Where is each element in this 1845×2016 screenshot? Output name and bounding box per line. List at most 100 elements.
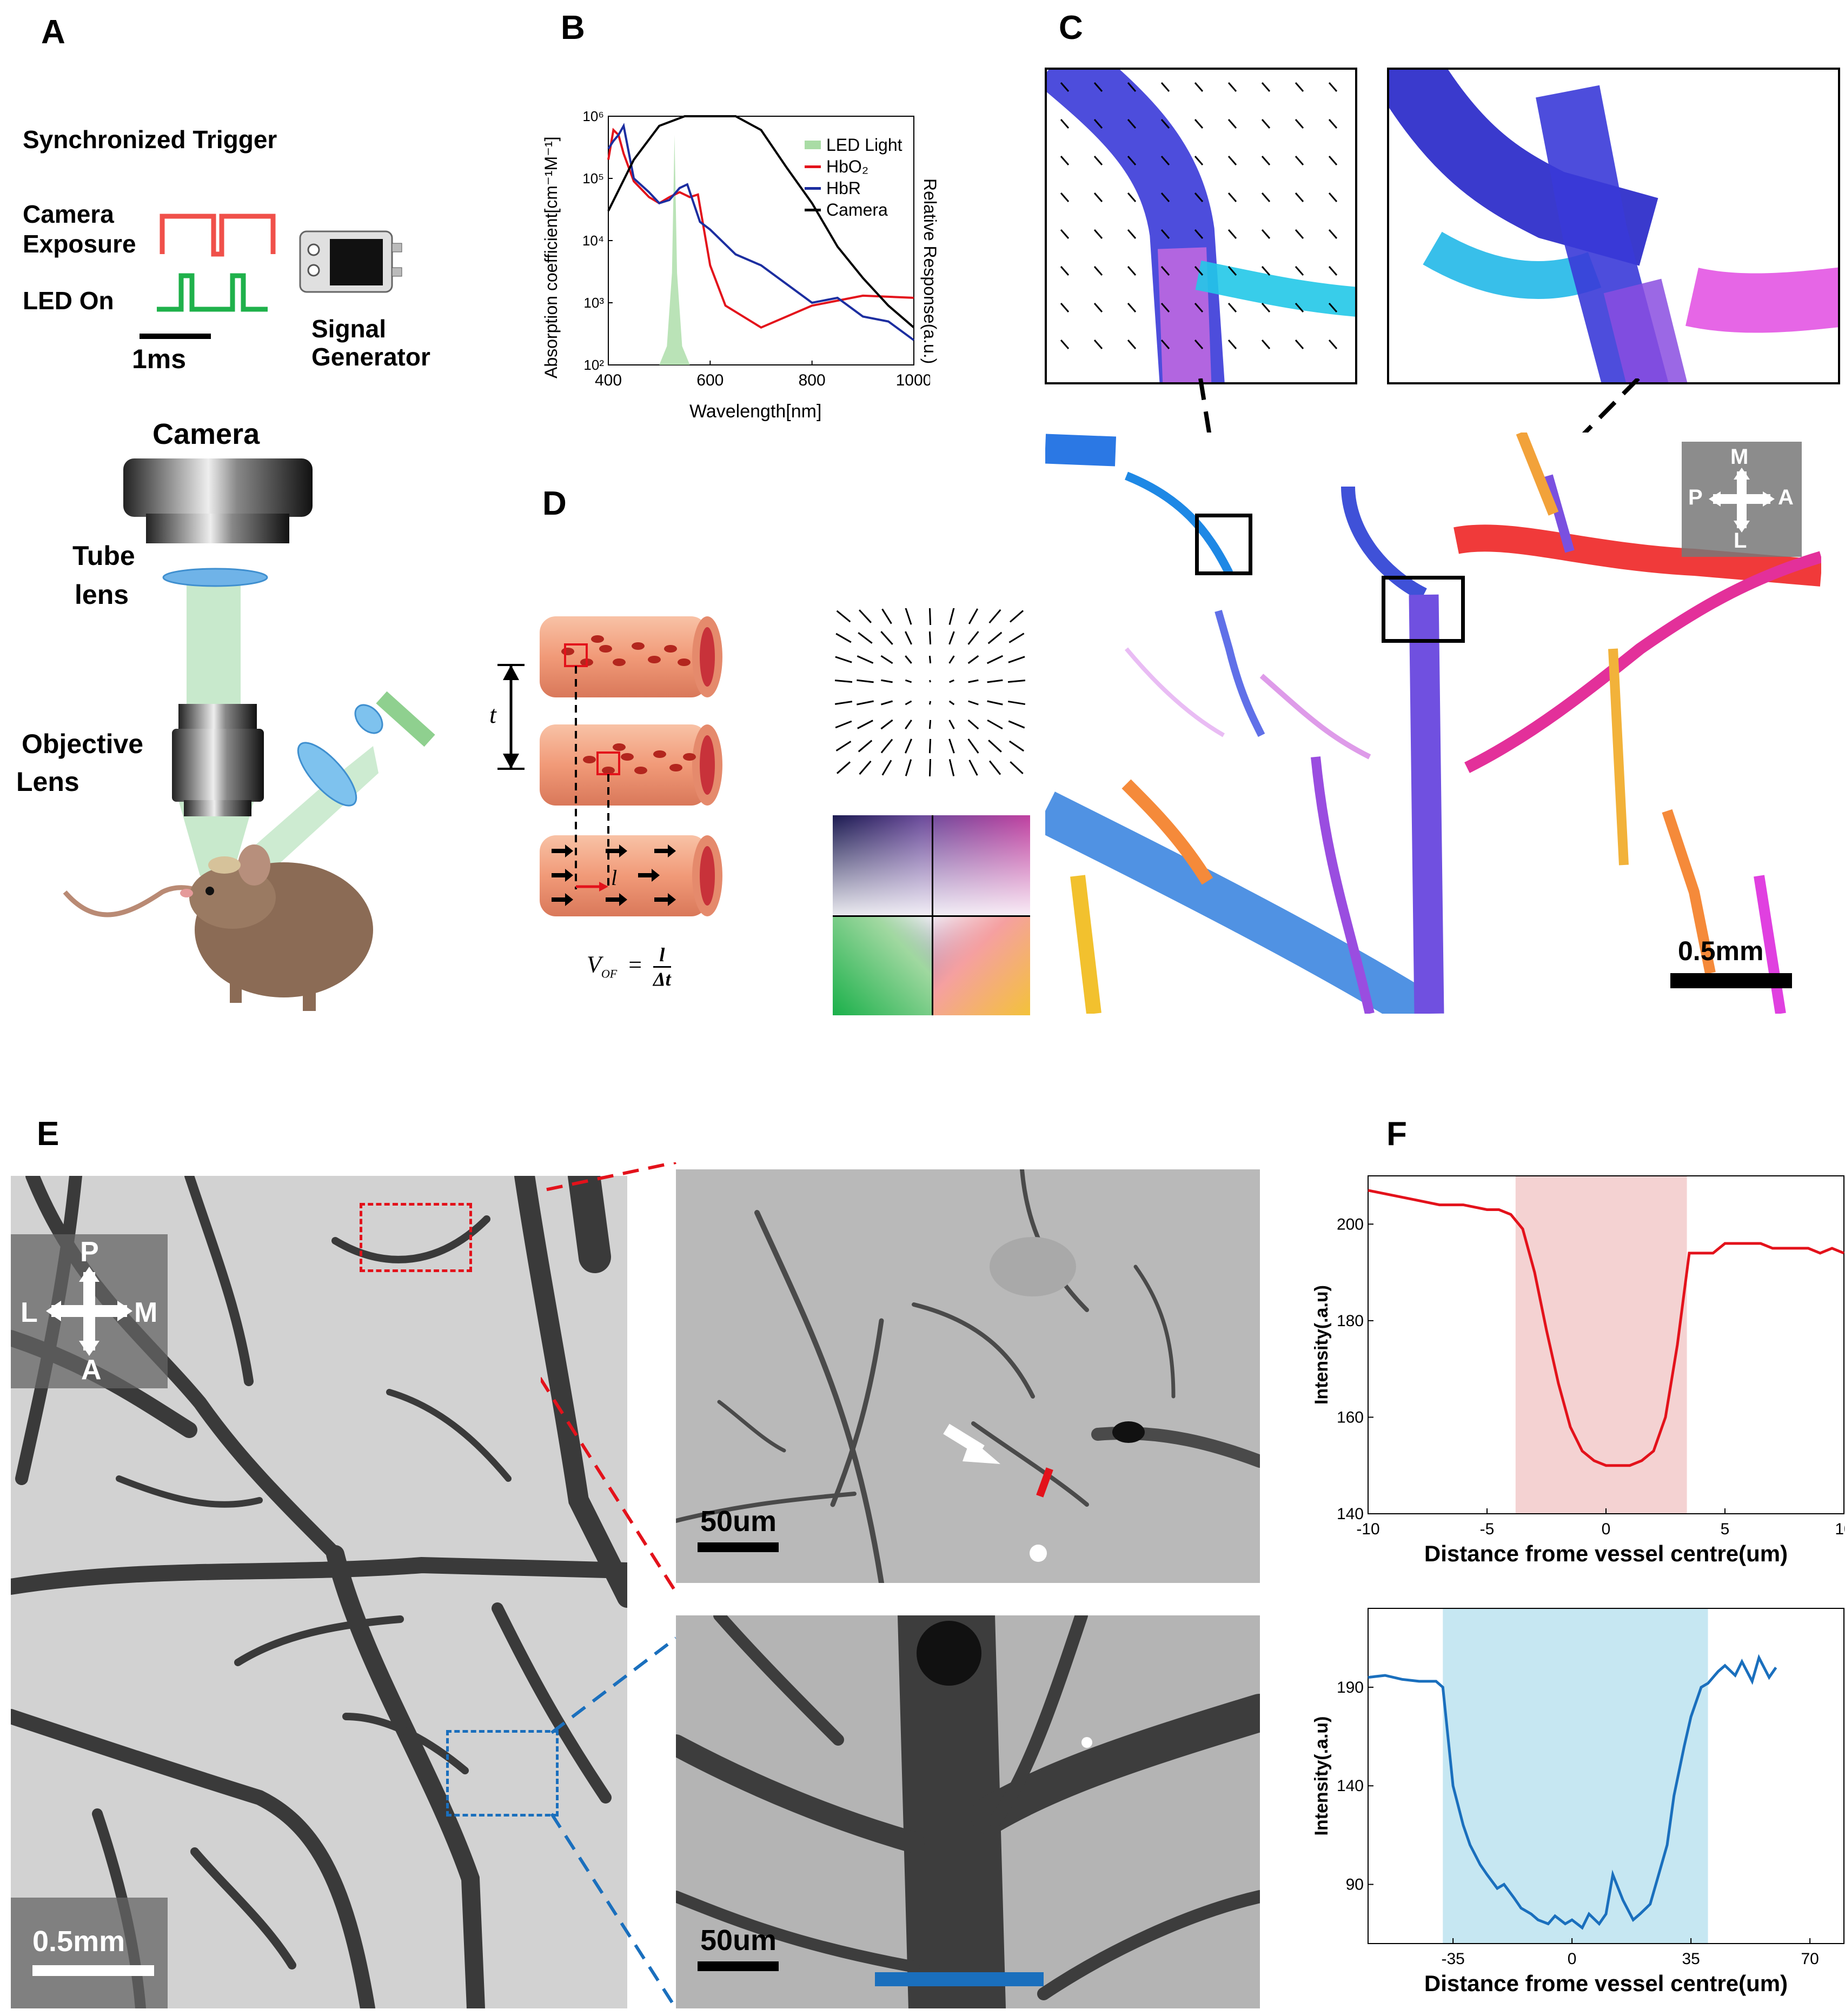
flow-vector <box>1295 303 1304 312</box>
flow-vector <box>1261 266 1271 276</box>
scale-1ms-label: 1ms <box>132 344 187 374</box>
flow-vector <box>1127 266 1137 276</box>
legend-camera: Camera <box>826 200 888 219</box>
vector-arrow <box>905 655 912 664</box>
xlabel-f-top: Distance frome vessel centre(um) <box>1424 1541 1788 1566</box>
flow-vector <box>1127 156 1137 165</box>
x-tick-label-b: 1000 <box>896 371 930 389</box>
ylabel-f-top: Intensity(.a.u) <box>1311 1285 1332 1405</box>
vector-arrow <box>857 700 874 706</box>
panel-b-ylabel-right: Relative Response(a.u.) <box>920 178 940 364</box>
vector-arrow <box>948 700 955 706</box>
series-line-3 <box>607 115 915 329</box>
legend-swatch-hbo2 <box>805 165 821 168</box>
vector-arrow <box>948 608 955 625</box>
vector-arrow <box>948 655 955 664</box>
legend-hbo2: HbO₂ <box>826 157 869 176</box>
measurement-line-blue <box>875 1972 1044 1986</box>
y-tick-label-b: 10² <box>583 357 604 373</box>
vector-arrow <box>987 631 1003 644</box>
panel-b-xlabel: Wavelength[nm] <box>689 401 822 422</box>
tube-lens-label-1: Tube <box>72 541 135 571</box>
flow-vector <box>1060 303 1070 312</box>
vector-arrow <box>904 738 913 754</box>
orient-e-left: L <box>21 1297 38 1328</box>
flow-vector <box>1093 82 1103 92</box>
vector-arrow <box>905 720 912 729</box>
flow-vector <box>1328 303 1338 312</box>
flow-vector <box>1328 266 1338 276</box>
panel-label-d: D <box>542 485 567 522</box>
vector-arrow <box>948 631 955 645</box>
flow-vector <box>1328 156 1338 165</box>
y-tick-label-f-top: 200 <box>1337 1215 1364 1233</box>
eq-lhs: V <box>587 951 601 978</box>
flow-vector <box>1160 82 1170 92</box>
x-tick-label-b: 600 <box>696 371 724 389</box>
vector-arrow <box>857 679 874 683</box>
flow-vector <box>1127 192 1137 202</box>
flow-vector <box>1227 156 1237 165</box>
flow-vector <box>1160 119 1170 129</box>
vector-arrow <box>836 761 851 774</box>
flow-vector <box>1060 340 1070 349</box>
ylabel-f-bottom: Intensity(.a.u) <box>1311 1716 1332 1835</box>
vector-arrow <box>968 700 979 706</box>
vector-arrow <box>859 609 872 623</box>
signal-generator-label-1: Signal <box>311 315 387 343</box>
vector-arrow <box>968 608 979 624</box>
orient-c-top: M <box>1730 445 1749 469</box>
scale-label-inset1: 50um <box>700 1505 777 1538</box>
xlabel-f-bottom: Distance frome vessel centre(um) <box>1424 1971 1788 1996</box>
camera-icon <box>123 458 313 543</box>
panel-a-diagram <box>63 214 435 1011</box>
flow-vector <box>1227 229 1237 239</box>
scale-label-inset2: 50um <box>700 1924 777 1957</box>
flow-vector <box>1295 156 1304 165</box>
vector-arrow <box>948 759 955 776</box>
vector-arrow <box>967 655 979 664</box>
y-tick-label-f-bottom: 190 <box>1337 1679 1364 1696</box>
inset-roi-red <box>360 1203 472 1272</box>
mouse-icon <box>63 844 373 1011</box>
y-tick-label-b: 10⁶ <box>582 108 604 124</box>
roi-box-right <box>1382 576 1465 643</box>
y-tick-label-f-top: 180 <box>1337 1312 1364 1330</box>
x-tick-label-f-top: -10 <box>1356 1520 1379 1538</box>
flow-vector <box>1160 229 1170 239</box>
panel-label-a: A <box>41 14 65 51</box>
vector-arrow <box>1009 610 1024 623</box>
flow-vector <box>1060 119 1070 129</box>
vector-arrow <box>967 719 979 730</box>
vector-arrow <box>858 740 873 753</box>
vector-arrow <box>835 720 852 729</box>
inset-venule-image: 50um <box>676 1615 1260 2008</box>
y-tick-label-f-bottom: 90 <box>1346 1876 1364 1894</box>
panel-label-b: B <box>561 9 585 46</box>
vector-arrow <box>988 609 1001 624</box>
flow-vector <box>1194 119 1204 129</box>
legend-led: LED Light <box>826 135 902 155</box>
vector-arrow <box>881 760 892 776</box>
vector-arrow <box>880 700 893 706</box>
camera-label: Camera <box>152 418 260 450</box>
vector-arrow <box>858 632 873 644</box>
flow-vector <box>1194 303 1204 312</box>
compass-arrows-e-icon <box>46 1267 132 1356</box>
panel-d-diagram <box>497 616 722 916</box>
series-line-f-bottom <box>1368 1654 1777 1930</box>
vector-arrow <box>968 679 979 683</box>
objective-lens-label-1: Objective <box>22 729 144 759</box>
flow-vector <box>1093 156 1103 165</box>
legend-swatch-led <box>805 141 821 149</box>
vector-arrow <box>1007 700 1026 706</box>
flow-vector <box>1060 156 1070 165</box>
flow-vector <box>1060 266 1070 276</box>
tube-lens-icon <box>162 568 268 587</box>
flow-vector <box>1328 192 1338 202</box>
flow-vector <box>1160 303 1170 312</box>
flow-vector <box>1127 119 1137 129</box>
cortex-vasculature-image: P L M A 0.5mm <box>11 1176 627 2008</box>
panel-label-e: E <box>37 1115 59 1153</box>
d-t-label: t <box>489 701 496 728</box>
